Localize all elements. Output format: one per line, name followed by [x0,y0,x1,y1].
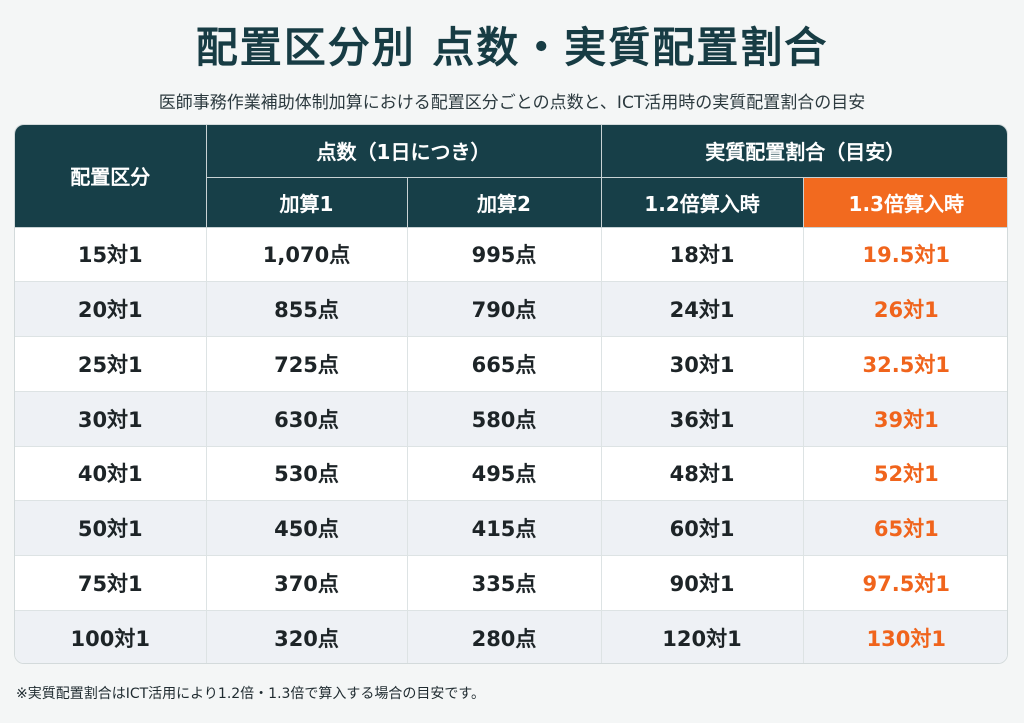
cell-add1-points: 1,070点 [206,227,408,283]
cell-ratio-12x: 24対1 [601,281,804,337]
cell-ratio-12x: 18対1 [601,227,804,283]
cell-placement: 20対1 [15,281,207,337]
table-row: 50対1 450点 415点 60対1 65対1 [15,500,1007,556]
header-add1: 加算1 [206,177,408,228]
cell-add1-points: 630点 [206,391,408,447]
page-subtitle: 医師事務作業補助体制加算における配置区分ごとの点数と、ICT活用時の実質配置割合… [158,93,866,113]
cell-add1-points: 320点 [206,610,408,663]
table-row: 15対1 1,070点 995点 18対1 19.5対1 [15,227,1007,283]
cell-ratio-12x: 60対1 [601,500,804,556]
table-row: 75対1 370点 335点 90対1 97.5対1 [15,555,1007,611]
cell-add2-points: 995点 [407,227,602,283]
points-table-container: 配置区分 点数（1日につき） 実質配置割合（目安） 加算1 加算2 1.2倍算入… [14,124,1008,664]
header-points: 点数（1日につき） [206,125,602,178]
points-table: 配置区分 点数（1日につき） 実質配置割合（目安） 加算1 加算2 1.2倍算入… [15,125,1007,663]
footnote: ※実質配置割合はICT活用により1.2倍・1.3倍で算入する場合の目安です。 [16,686,486,702]
cell-add2-points: 280点 [407,610,602,663]
table-body: 15対1 1,070点 995点 18対1 19.5対1 20対1 855点 790点 24対1… [15,227,1007,663]
cell-ratio-12x: 90対1 [601,555,804,611]
cell-add2-points: 335点 [407,555,602,611]
cell-ratio-13x: 52対1 [803,446,1007,502]
header-ratio-13x: 1.3倍算入時 [803,177,1007,228]
cell-placement: 50対1 [15,500,207,556]
cell-ratio-12x: 120対1 [601,610,804,663]
cell-placement: 40対1 [15,446,207,502]
cell-placement: 15対1 [15,227,207,283]
header-ratio-12x: 1.2倍算入時 [601,177,804,228]
cell-placement: 100対1 [15,610,207,663]
cell-add2-points: 580点 [407,391,602,447]
header-ratio: 実質配置割合（目安） [601,125,1007,178]
cell-add2-points: 495点 [407,446,602,502]
table-row: 20対1 855点 790点 24対1 26対1 [15,281,1007,337]
cell-add1-points: 370点 [206,555,408,611]
page-title: 配置区分別 点数・実質配置割合 [195,23,829,72]
cell-placement: 30対1 [15,391,207,447]
cell-ratio-13x: 32.5対1 [803,336,1007,392]
cell-add1-points: 450点 [206,500,408,556]
cell-ratio-13x: 39対1 [803,391,1007,447]
table-row: 40対1 530点 495点 48対1 52対1 [15,446,1007,502]
header-add2: 加算2 [407,177,602,228]
cell-placement: 25対1 [15,336,207,392]
cell-add2-points: 665点 [407,336,602,392]
cell-ratio-12x: 48対1 [601,446,804,502]
table-row: 100対1 320点 280点 120対1 130対1 [15,610,1007,663]
table-row: 25対1 725点 665点 30対1 32.5対1 [15,336,1007,392]
cell-add1-points: 530点 [206,446,408,502]
table-header: 配置区分 点数（1日につき） 実質配置割合（目安） 加算1 加算2 1.2倍算入… [15,125,1007,228]
cell-placement: 75対1 [15,555,207,611]
cell-add1-points: 855点 [206,281,408,337]
header-placement: 配置区分 [15,125,207,228]
cell-add2-points: 415点 [407,500,602,556]
cell-ratio-13x: 26対1 [803,281,1007,337]
cell-ratio-13x: 19.5対1 [803,227,1007,283]
table-row: 30対1 630点 580点 36対1 39対1 [15,391,1007,447]
cell-ratio-13x: 130対1 [803,610,1007,663]
cell-add2-points: 790点 [407,281,602,337]
cell-ratio-13x: 65対1 [803,500,1007,556]
cell-ratio-13x: 97.5対1 [803,555,1007,611]
cell-ratio-12x: 36対1 [601,391,804,447]
cell-add1-points: 725点 [206,336,408,392]
cell-ratio-12x: 30対1 [601,336,804,392]
